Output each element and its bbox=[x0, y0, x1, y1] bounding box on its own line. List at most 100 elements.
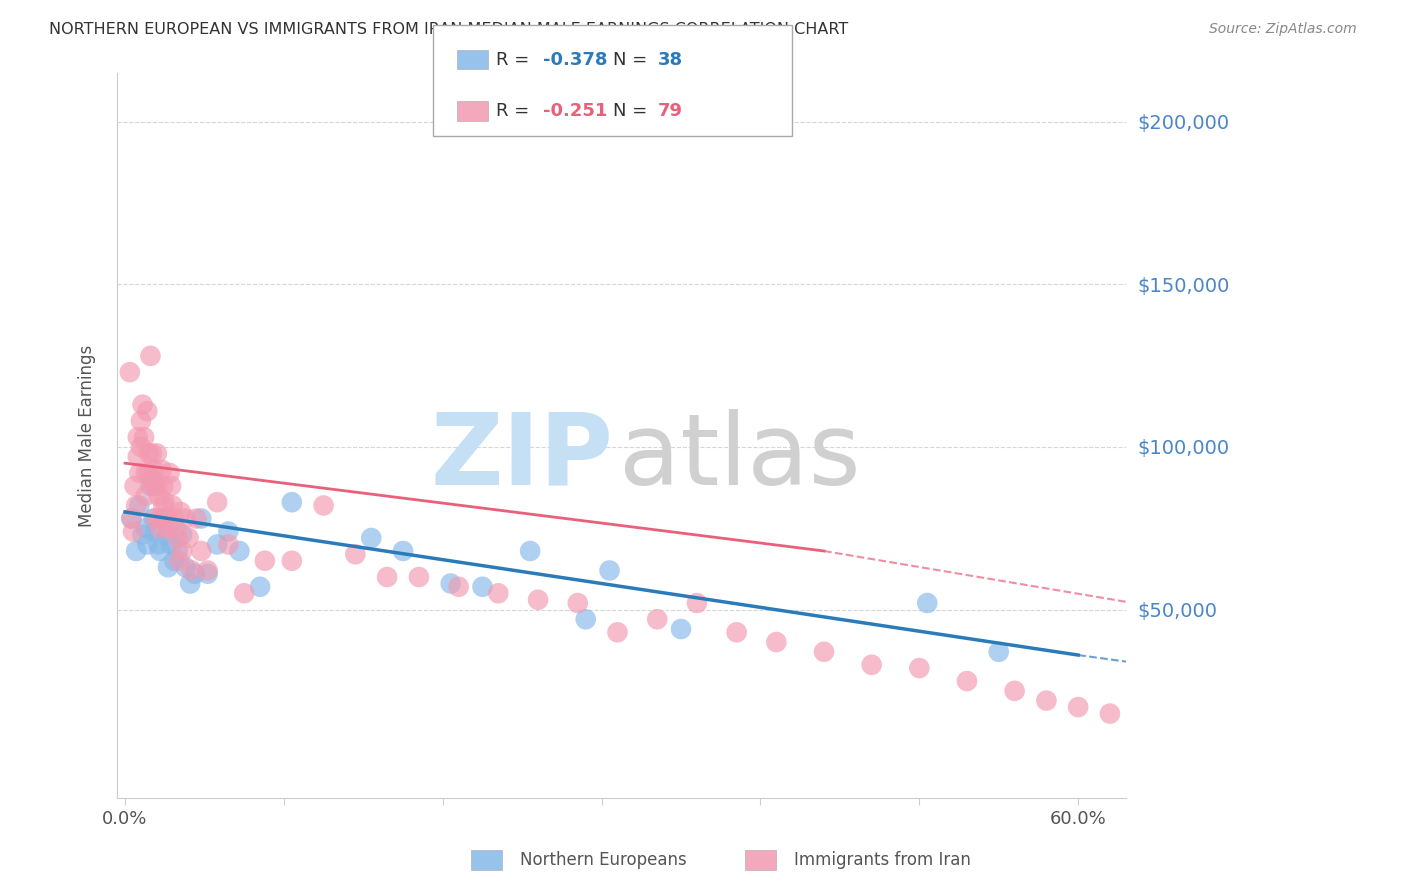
Point bbox=[163, 554, 186, 568]
Point bbox=[765, 635, 787, 649]
Point bbox=[125, 499, 148, 513]
Point bbox=[139, 349, 162, 363]
Point bbox=[1194, 726, 1216, 740]
Point bbox=[160, 479, 183, 493]
Point bbox=[135, 489, 157, 503]
Text: Immigrants from Iran: Immigrants from Iran bbox=[794, 851, 972, 869]
Point bbox=[141, 446, 163, 460]
Point bbox=[120, 511, 142, 525]
Point bbox=[813, 645, 835, 659]
Point bbox=[606, 625, 628, 640]
Text: -0.378: -0.378 bbox=[543, 51, 607, 69]
Point bbox=[149, 511, 172, 525]
Point bbox=[179, 576, 201, 591]
Point bbox=[124, 479, 146, 493]
Point bbox=[135, 466, 157, 480]
Point bbox=[344, 547, 367, 561]
Point bbox=[152, 499, 174, 513]
Point bbox=[136, 404, 159, 418]
Point bbox=[165, 521, 187, 535]
Point bbox=[163, 511, 186, 525]
Point bbox=[375, 570, 398, 584]
Point bbox=[150, 463, 173, 477]
Point bbox=[575, 612, 598, 626]
Point bbox=[143, 511, 166, 525]
Point bbox=[143, 524, 166, 539]
Point bbox=[169, 505, 191, 519]
Point bbox=[162, 499, 184, 513]
Point bbox=[125, 544, 148, 558]
Point bbox=[136, 537, 159, 551]
Point bbox=[142, 479, 165, 493]
Point bbox=[148, 537, 170, 551]
Point bbox=[249, 580, 271, 594]
Point bbox=[392, 544, 415, 558]
Point bbox=[471, 580, 494, 594]
Point bbox=[153, 495, 176, 509]
Point bbox=[142, 511, 165, 525]
Point bbox=[956, 674, 979, 689]
Point bbox=[156, 521, 179, 535]
Point bbox=[142, 463, 165, 477]
Point bbox=[725, 625, 748, 640]
Point bbox=[138, 466, 160, 480]
Point bbox=[915, 596, 938, 610]
Point bbox=[139, 479, 162, 493]
Point bbox=[233, 586, 256, 600]
Point bbox=[174, 511, 197, 525]
Point bbox=[1146, 716, 1168, 731]
Text: N =: N = bbox=[613, 51, 652, 69]
Point bbox=[146, 479, 169, 493]
Point bbox=[1098, 706, 1121, 721]
Point bbox=[152, 511, 174, 525]
Point bbox=[138, 446, 160, 460]
Point bbox=[131, 527, 153, 541]
Point bbox=[1274, 739, 1296, 753]
Text: 38: 38 bbox=[658, 51, 683, 69]
Point bbox=[217, 524, 239, 539]
Point bbox=[122, 524, 145, 539]
Point bbox=[148, 489, 170, 503]
Point bbox=[128, 466, 150, 480]
Point bbox=[149, 521, 172, 535]
Point bbox=[128, 499, 150, 513]
Point bbox=[190, 544, 212, 558]
Point bbox=[174, 560, 197, 574]
Point bbox=[156, 560, 179, 574]
Point bbox=[197, 564, 219, 578]
Text: -0.251: -0.251 bbox=[543, 102, 607, 120]
Point bbox=[686, 596, 709, 610]
Point bbox=[166, 544, 188, 558]
Point bbox=[987, 645, 1010, 659]
Text: N =: N = bbox=[613, 102, 652, 120]
Text: 79: 79 bbox=[658, 102, 683, 120]
Point bbox=[205, 537, 228, 551]
Point bbox=[186, 511, 208, 525]
Point bbox=[177, 531, 200, 545]
Point bbox=[118, 365, 141, 379]
Point bbox=[197, 566, 219, 581]
Point bbox=[360, 531, 382, 545]
Point bbox=[1035, 693, 1057, 707]
Point bbox=[190, 511, 212, 525]
Point bbox=[205, 495, 228, 509]
Point bbox=[567, 596, 589, 610]
Point bbox=[132, 430, 155, 444]
Point bbox=[908, 661, 931, 675]
Point bbox=[166, 531, 188, 545]
Point bbox=[141, 473, 163, 487]
Point bbox=[1004, 683, 1026, 698]
Point bbox=[127, 450, 149, 464]
Text: ZIP: ZIP bbox=[430, 409, 613, 506]
Point bbox=[184, 566, 207, 581]
Text: Source: ZipAtlas.com: Source: ZipAtlas.com bbox=[1209, 22, 1357, 37]
Point bbox=[180, 564, 202, 578]
Point bbox=[228, 544, 250, 558]
Point bbox=[131, 398, 153, 412]
Point bbox=[312, 499, 335, 513]
Point bbox=[527, 592, 550, 607]
Point bbox=[152, 479, 174, 493]
Point bbox=[217, 537, 239, 551]
Point bbox=[1067, 700, 1090, 714]
Point bbox=[155, 511, 177, 525]
